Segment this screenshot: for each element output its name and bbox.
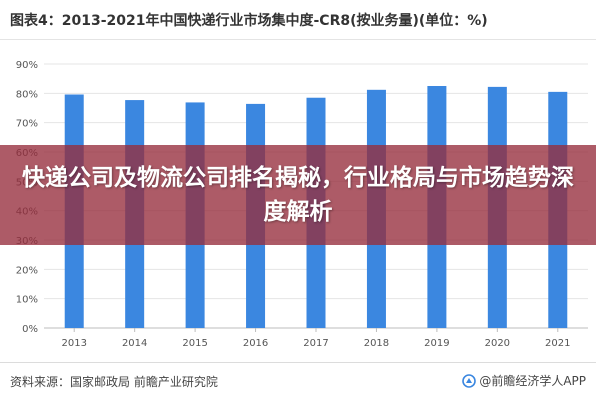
y-tick-label: 90% (16, 60, 38, 71)
y-tick-label: 70% (16, 119, 38, 130)
x-tick-label: 2013 (61, 338, 86, 349)
watermark: @前瞻经济学人APP (462, 372, 586, 389)
x-tick-label: 2017 (303, 338, 328, 349)
watermark-text: @前瞻经济学人APP (479, 374, 586, 388)
x-tick-label: 2016 (243, 338, 268, 349)
source-note: 资料来源：国家邮政局 前瞻产业研究院 (10, 375, 218, 389)
y-tick-label: 10% (16, 295, 38, 306)
headline-text: 快递公司及物流公司排名揭秘，行业格局与市场趋势深度解析 (22, 165, 574, 225)
chart-title: 图表4：2013-2021年中国快递行业市场集中度-CR8(按业务量)(单位：%… (10, 13, 488, 29)
qianzhan-logo-icon (462, 373, 477, 388)
x-tick-label: 2018 (364, 338, 389, 349)
y-tick-label: 0% (22, 324, 38, 335)
y-tick-label: 80% (16, 89, 38, 100)
x-tick-label: 2020 (485, 338, 510, 349)
x-tick-label: 2021 (545, 338, 570, 349)
x-tick-label: 2019 (424, 338, 449, 349)
x-tick-label: 2014 (122, 338, 147, 349)
headline-overlay: 快递公司及物流公司排名揭秘，行业格局与市场趋势深度解析 (0, 145, 596, 245)
title-bar: 图表4：2013-2021年中国快递行业市场集中度-CR8(按业务量)(单位：%… (0, 0, 596, 40)
y-tick-label: 20% (16, 265, 38, 276)
x-tick-label: 2015 (182, 338, 207, 349)
footer: 资料来源：国家邮政局 前瞻产业研究院 @前瞻经济学人APP (0, 362, 596, 400)
